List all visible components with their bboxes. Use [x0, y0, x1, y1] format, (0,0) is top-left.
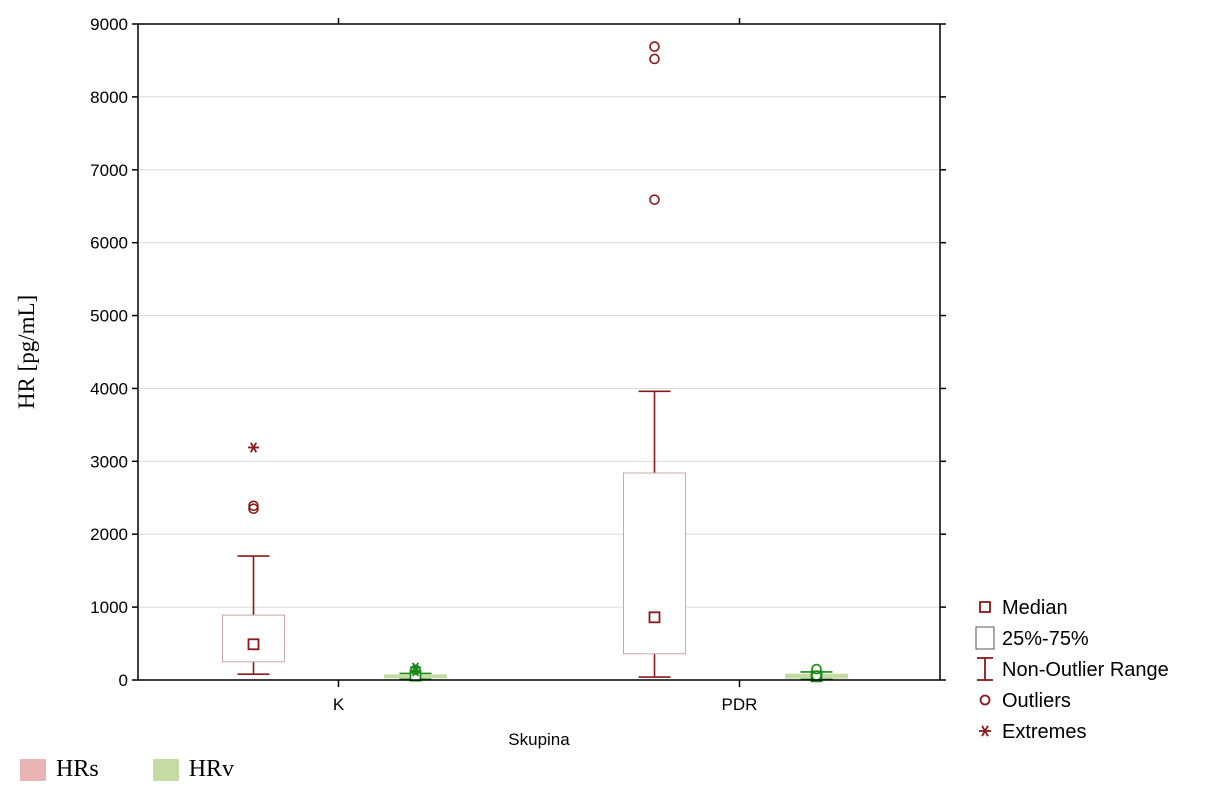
y-tick-label: 7000 — [90, 161, 128, 180]
y-tick-label: 9000 — [90, 15, 128, 34]
median-legend-icon — [979, 601, 991, 613]
legend-item-median: Median — [979, 597, 1068, 619]
hrv-swatch — [152, 758, 179, 781]
series-legend: HRs HRv — [20, 756, 288, 783]
legend-label: Median — [1002, 597, 1068, 619]
legend-label: Non-Outlier Range — [1002, 659, 1169, 681]
box-legend-icon — [975, 626, 995, 650]
x-tick-label: PDR — [722, 695, 758, 714]
y-tick-label: 2000 — [90, 525, 128, 544]
legend-label: 25%-75% — [1002, 628, 1089, 650]
outlier-point — [248, 500, 259, 512]
extreme-legend-icon — [979, 725, 991, 737]
legend-item-box: 25%-75% — [975, 626, 1089, 650]
series-legend-hrv: HRv — [152, 756, 235, 783]
legend-label: Extremes — [1002, 721, 1086, 743]
y-axis: 0 1000 2000 3000 4000 5000 6000 7000 8000 9000 — [90, 15, 946, 690]
legend-item-outlier: Outliers — [979, 690, 1071, 712]
extreme-legend-stroke — [981, 725, 989, 737]
outlier-point — [649, 194, 660, 205]
x-axis-title: Skupina — [508, 730, 570, 749]
x-axis: K PDR — [333, 18, 758, 714]
plot-area — [222, 41, 848, 683]
box-hrs-k — [222, 442, 285, 675]
outlier-point — [248, 503, 259, 515]
extreme-stroke — [249, 442, 258, 453]
legend-item-extreme: Extremes — [979, 721, 1086, 743]
outlier-point — [649, 41, 660, 52]
y-tick-label: 8000 — [90, 88, 128, 107]
box-hrv-pdr — [785, 663, 848, 683]
plot-frame — [137, 23, 941, 681]
median-marker — [247, 638, 260, 651]
y-tick-label: 5000 — [90, 307, 128, 326]
outlier-legend-icon — [979, 694, 991, 706]
legend-label: Outliers — [1002, 690, 1071, 712]
y-tick-label: 4000 — [90, 379, 128, 398]
y-tick-label: 3000 — [90, 452, 128, 471]
median-marker — [648, 611, 661, 624]
hrs-label: HRs — [56, 756, 99, 782]
y-tick-label: 1000 — [90, 598, 128, 617]
series-legend-hrs: HRs — [20, 756, 99, 783]
extreme-point — [410, 662, 421, 673]
iqr-box — [623, 472, 686, 655]
gridlines — [138, 96, 940, 608]
marker-legend: Median 25%-75% Non-Outlier Range Outliers Ex… — [975, 597, 1169, 743]
hrv-label: HRv — [188, 756, 235, 782]
outlier-point — [649, 53, 660, 65]
hrs-swatch — [20, 758, 46, 781]
y-axis-title: HR [pg/mL] — [14, 295, 39, 409]
y-tick-label: 0 — [119, 671, 128, 690]
extreme-stroke — [411, 662, 420, 673]
box-hrv-k — [384, 662, 447, 682]
box-hrs-pdr — [623, 41, 686, 678]
outlier-point — [410, 664, 421, 676]
y-tick-label: 6000 — [90, 234, 128, 253]
outlier-point — [811, 663, 822, 675]
x-tick-label: K — [333, 695, 345, 714]
extreme-point — [248, 442, 259, 453]
legend-item-range: Non-Outlier Range — [977, 657, 1169, 681]
